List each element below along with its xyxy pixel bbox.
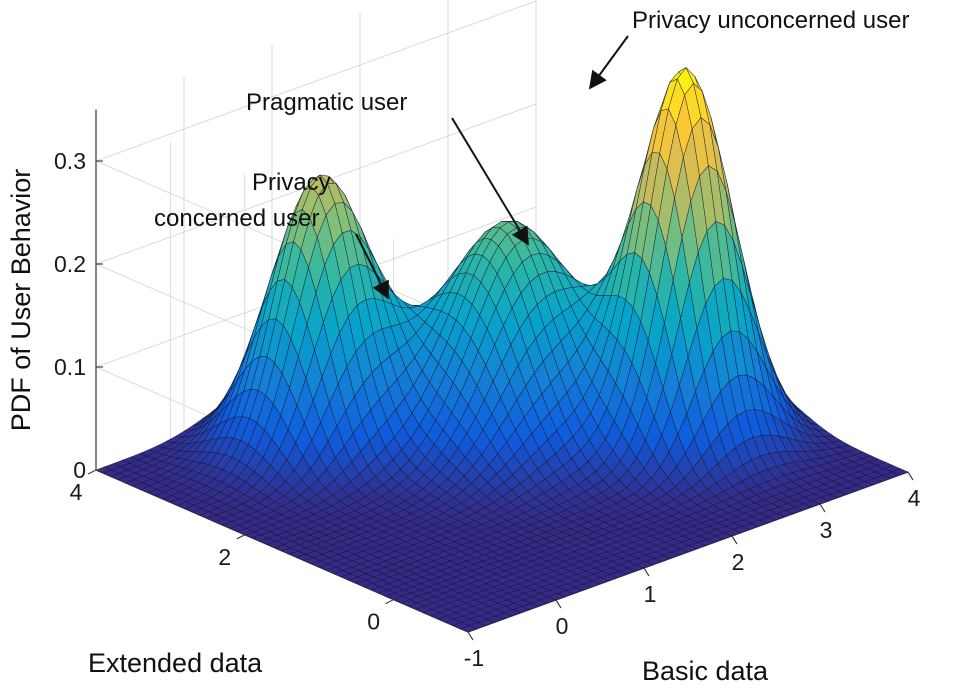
x-tick-mark bbox=[731, 535, 738, 545]
annotation-pragmatic: Pragmatic user bbox=[246, 89, 529, 246]
x-tick-label: 0 bbox=[556, 613, 569, 639]
z-axis-label: PDF of User Behavior bbox=[6, 169, 36, 432]
x-tick-mark bbox=[643, 567, 650, 577]
x-tick-label: 1 bbox=[644, 581, 657, 607]
z-tick-label: 0.3 bbox=[54, 148, 86, 174]
annotation-privacy-unconcerned: Privacy unconcerned user bbox=[588, 7, 909, 90]
x-tick-mark bbox=[907, 471, 914, 481]
y-tick-mark bbox=[87, 469, 97, 475]
surface-patch bbox=[891, 468, 909, 476]
y-tick-label: 2 bbox=[218, 544, 231, 570]
z-tick-label: 0 bbox=[73, 457, 86, 483]
annotation-text: Pragmatic user bbox=[246, 89, 407, 116]
annotation-arrow bbox=[355, 233, 389, 300]
y-tick-mark bbox=[385, 599, 394, 605]
x-tick-label: -1 bbox=[464, 645, 484, 671]
annotation-text: Privacy unconcerned user bbox=[632, 7, 909, 34]
z-tick-label: 0.1 bbox=[54, 354, 86, 380]
y-axis-ticks: 0 2 4 bbox=[70, 469, 394, 635]
annotation-text: Privacy bbox=[252, 169, 331, 196]
x-tick-mark bbox=[555, 599, 562, 609]
annotation-privacy-concerned: Privacy concerned user bbox=[154, 169, 389, 300]
annotation-arrow bbox=[588, 35, 629, 90]
x-axis-label: Basic data bbox=[642, 656, 769, 686]
z-axis-ticks: 0 0.1 0.2 0.3 bbox=[54, 148, 103, 483]
x-tick-mark bbox=[819, 503, 826, 513]
y-tick-label: 4 bbox=[70, 479, 83, 505]
x-tick-label: 4 bbox=[908, 485, 921, 511]
y-tick-mark bbox=[236, 534, 246, 540]
x-tick-label: 3 bbox=[820, 517, 833, 543]
annotation-arrow bbox=[451, 117, 529, 246]
y-axis-label: Extended data bbox=[88, 648, 263, 678]
z-tick-label: 0.2 bbox=[54, 251, 86, 277]
x-tick-label: 2 bbox=[732, 549, 745, 575]
x-axis-ticks: -1 0 1 2 3 4 bbox=[464, 471, 921, 671]
y-tick-label: 0 bbox=[367, 609, 380, 635]
surface-mesh bbox=[95, 67, 909, 633]
annotation-text: concerned user bbox=[154, 205, 319, 232]
x-tick-mark bbox=[467, 631, 474, 641]
